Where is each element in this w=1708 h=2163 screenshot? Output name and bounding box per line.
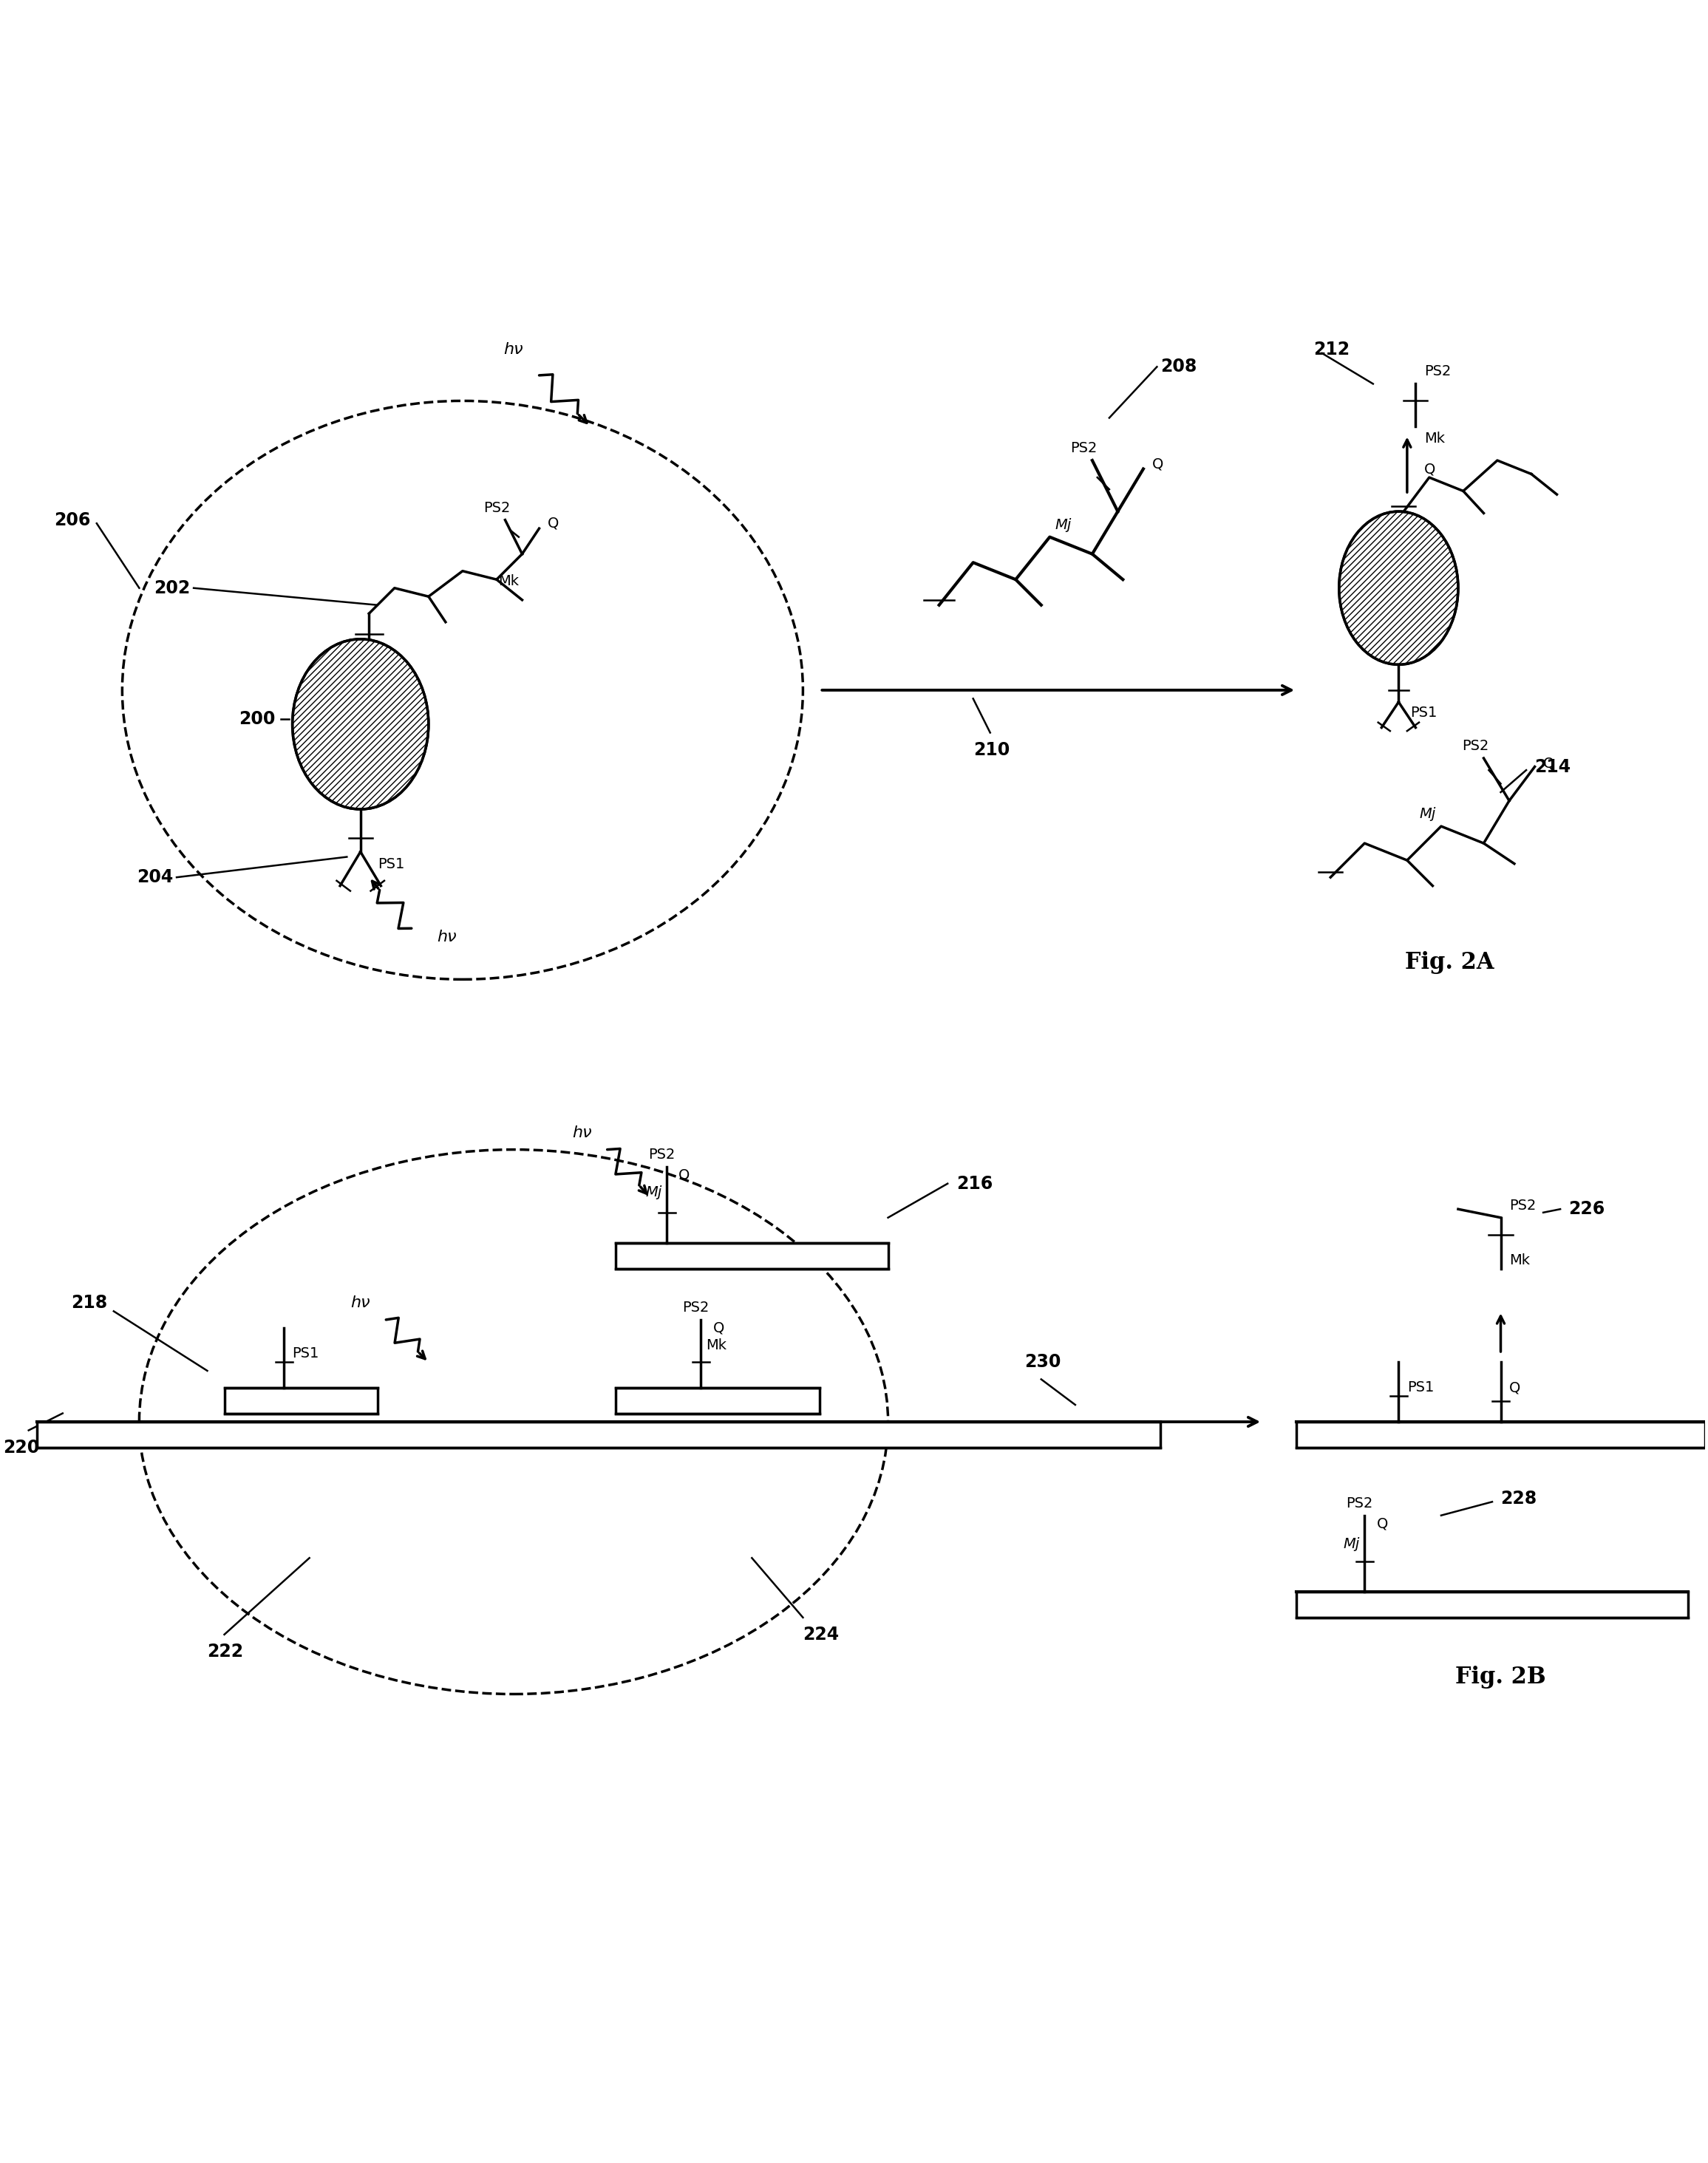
Text: Q: Q: [1510, 1380, 1520, 1395]
Text: 230: 230: [1025, 1354, 1061, 1371]
Text: PS2: PS2: [1346, 1497, 1373, 1510]
Text: 212: 212: [1313, 342, 1349, 359]
Text: 222: 222: [207, 1644, 244, 1661]
Text: PS1: PS1: [377, 857, 405, 872]
Ellipse shape: [292, 638, 429, 809]
Bar: [1296, 1421, 1705, 1447]
Text: 216: 216: [956, 1175, 992, 1192]
Text: PS2: PS2: [681, 1300, 709, 1315]
Bar: [1296, 1592, 1688, 1618]
Text: PS2: PS2: [1510, 1198, 1535, 1213]
Text: hν: hν: [437, 930, 456, 945]
Text: Q: Q: [712, 1322, 724, 1335]
Text: Q: Q: [1377, 1516, 1389, 1531]
Text: Mj: Mj: [1342, 1538, 1360, 1551]
Text: 202: 202: [154, 580, 190, 597]
Text: hν: hν: [350, 1296, 371, 1311]
Text: Mj: Mj: [1056, 517, 1071, 532]
Text: PS1: PS1: [1411, 705, 1438, 720]
Text: 218: 218: [72, 1293, 108, 1311]
Text: PS1: PS1: [292, 1348, 319, 1361]
Text: Q: Q: [1424, 463, 1435, 476]
Text: Q: Q: [678, 1168, 690, 1183]
Text: Q: Q: [1151, 456, 1163, 472]
Text: PS1: PS1: [1407, 1380, 1435, 1395]
Text: Fig. 2B: Fig. 2B: [1455, 1666, 1546, 1689]
Text: PS2: PS2: [1424, 366, 1452, 379]
Bar: [224, 1389, 377, 1412]
Bar: [617, 1244, 888, 1270]
Text: Mj: Mj: [646, 1185, 661, 1198]
Text: 220: 220: [3, 1438, 39, 1456]
Text: Fig. 2A: Fig. 2A: [1406, 952, 1494, 973]
Text: PS2: PS2: [483, 502, 511, 515]
Text: 200: 200: [239, 709, 275, 729]
Text: 206: 206: [55, 510, 91, 528]
Text: 226: 226: [1568, 1200, 1606, 1218]
Ellipse shape: [1339, 510, 1459, 664]
Text: Mk: Mk: [705, 1339, 726, 1352]
Bar: [617, 1389, 820, 1412]
Text: PS2: PS2: [649, 1146, 675, 1162]
Text: 214: 214: [1535, 757, 1571, 777]
Bar: [38, 1421, 1160, 1447]
Text: Mk: Mk: [1424, 430, 1445, 446]
Text: 204: 204: [137, 867, 173, 887]
Text: Q: Q: [1544, 757, 1554, 770]
Text: PS2: PS2: [1071, 441, 1097, 454]
Text: 228: 228: [1501, 1490, 1537, 1508]
Text: PS2: PS2: [1462, 740, 1489, 753]
Text: 224: 224: [803, 1627, 839, 1644]
Text: 210: 210: [974, 742, 1009, 759]
Text: 208: 208: [1160, 357, 1197, 376]
Text: hν: hν: [572, 1125, 591, 1140]
Text: hν: hν: [504, 342, 523, 357]
Text: Q: Q: [548, 517, 559, 530]
Text: Mk: Mk: [1510, 1252, 1530, 1268]
Text: Mj: Mj: [1419, 807, 1436, 822]
Text: Mk: Mk: [499, 575, 519, 588]
